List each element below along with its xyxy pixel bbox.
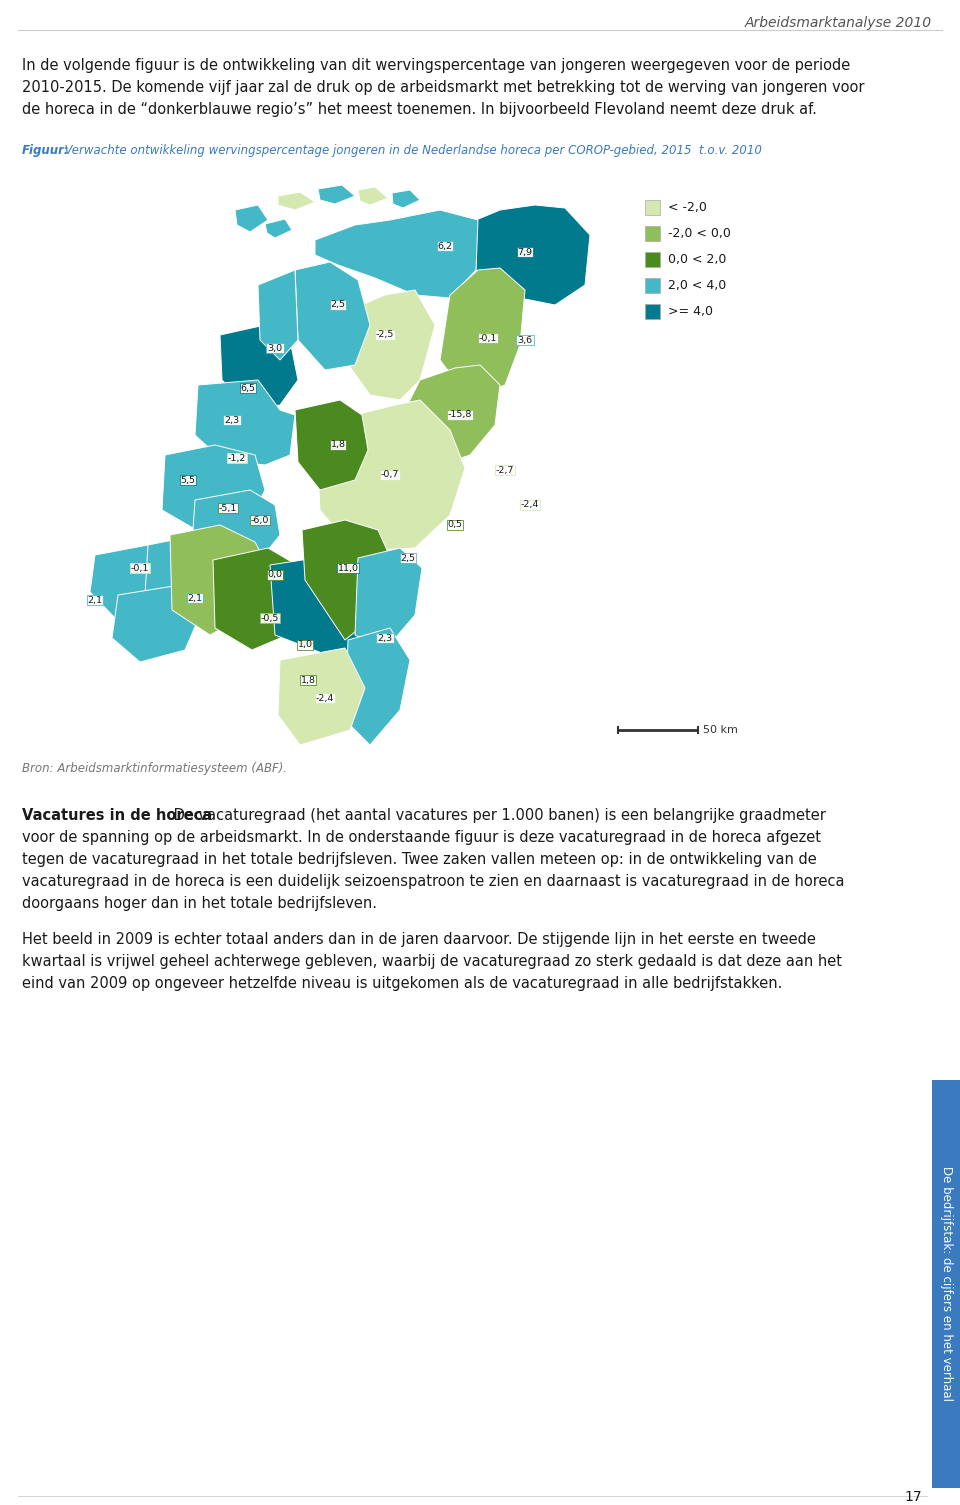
Polygon shape <box>170 525 270 635</box>
Text: Het beeld in 2009 is echter totaal anders dan in de jaren daarvoor. De stijgende: Het beeld in 2009 is echter totaal ander… <box>22 932 816 947</box>
Bar <box>645 200 660 215</box>
Text: 0,0 < 2,0: 0,0 < 2,0 <box>668 253 727 266</box>
Polygon shape <box>476 205 590 306</box>
Text: 2,0 < 4,0: 2,0 < 4,0 <box>668 278 727 292</box>
Polygon shape <box>295 400 368 491</box>
Text: 2,1: 2,1 <box>87 596 103 605</box>
Text: De bedrijfstak: de cijfers en het verhaal: De bedrijfstak: de cijfers en het verhaa… <box>940 1166 952 1401</box>
Text: 3,6: 3,6 <box>517 336 533 345</box>
Polygon shape <box>90 545 170 619</box>
Polygon shape <box>145 534 218 616</box>
Polygon shape <box>302 521 395 640</box>
Polygon shape <box>112 585 200 662</box>
Text: 6,2: 6,2 <box>438 241 452 250</box>
Text: 50 km: 50 km <box>703 725 738 734</box>
Text: voor de spanning op de arbeidsmarkt. In de onderstaande figuur is deze vacatureg: voor de spanning op de arbeidsmarkt. In … <box>22 829 821 844</box>
Polygon shape <box>265 220 292 238</box>
Text: 6,5: 6,5 <box>241 384 255 393</box>
Text: kwartaal is vrijwel geheel achterwege gebleven, waarbij de vacaturegraad zo ster: kwartaal is vrijwel geheel achterwege ge… <box>22 954 842 969</box>
Text: 11,0: 11,0 <box>338 563 358 572</box>
Polygon shape <box>318 185 355 205</box>
Polygon shape <box>220 325 298 409</box>
Text: -0,5: -0,5 <box>261 614 279 623</box>
Bar <box>645 304 660 319</box>
Polygon shape <box>295 262 370 370</box>
Text: -6,0: -6,0 <box>251 516 269 525</box>
Text: >= 4,0: >= 4,0 <box>668 306 713 318</box>
Text: -2,7: -2,7 <box>495 465 515 474</box>
Text: 3,0: 3,0 <box>268 343 282 352</box>
Text: 2,1: 2,1 <box>187 593 203 602</box>
Text: Arbeidsmarktanalyse 2010: Arbeidsmarktanalyse 2010 <box>745 17 932 30</box>
Text: -2,0 < 0,0: -2,0 < 0,0 <box>668 227 731 239</box>
Polygon shape <box>192 491 280 570</box>
Bar <box>932 1081 960 1488</box>
Polygon shape <box>278 193 315 211</box>
Polygon shape <box>162 445 265 534</box>
Polygon shape <box>270 555 398 661</box>
Polygon shape <box>318 400 465 549</box>
Polygon shape <box>195 379 295 465</box>
Text: 2,5: 2,5 <box>400 554 416 563</box>
Text: Verwachte ontwikkeling wervingspercentage jongeren in de Nederlandse horeca per : Verwachte ontwikkeling wervingspercentag… <box>57 144 762 157</box>
Text: -0,1: -0,1 <box>479 334 497 343</box>
Text: In de volgende figuur is de ontwikkeling van dit wervingspercentage van jongeren: In de volgende figuur is de ontwikkeling… <box>22 59 851 74</box>
Bar <box>645 278 660 293</box>
Text: -0,7: -0,7 <box>381 471 399 480</box>
Text: 5,5: 5,5 <box>180 476 196 485</box>
Bar <box>645 251 660 266</box>
Text: 1,8: 1,8 <box>330 441 346 450</box>
Text: De vacaturegraad (het aantal vacatures per 1.000 banen) is een belangrijke graad: De vacaturegraad (het aantal vacatures p… <box>169 808 826 823</box>
Text: 2,5: 2,5 <box>330 301 346 310</box>
Text: 2,3: 2,3 <box>377 634 393 643</box>
Polygon shape <box>392 190 420 208</box>
Text: de horeca in de “donkerblauwe regio’s” het meest toenemen. In bijvoorbeeld Flevo: de horeca in de “donkerblauwe regio’s” h… <box>22 102 817 117</box>
Text: -15,8: -15,8 <box>447 411 472 420</box>
Polygon shape <box>213 548 302 650</box>
Text: 0,0: 0,0 <box>268 570 282 579</box>
Text: 2010-2015. De komende vijf jaar zal de druk op de arbeidsmarkt met betrekking to: 2010-2015. De komende vijf jaar zal de d… <box>22 80 865 95</box>
Text: 1,8: 1,8 <box>300 676 316 685</box>
Text: 0,5: 0,5 <box>447 521 463 530</box>
Bar <box>645 226 660 241</box>
Polygon shape <box>315 211 478 298</box>
Text: Vacatures in de horeca: Vacatures in de horeca <box>22 808 212 823</box>
Text: -2,4: -2,4 <box>316 694 334 703</box>
Text: vacaturegraad in de horeca is een duidelijk seizoenspatroon te zien en daarnaast: vacaturegraad in de horeca is een duidel… <box>22 874 845 889</box>
Polygon shape <box>345 628 410 745</box>
Text: -5,1: -5,1 <box>219 504 237 513</box>
Text: 17: 17 <box>904 1490 922 1503</box>
Text: eind van 2009 op ongeveer hetzelfde niveau is uitgekomen als de vacaturegraad in: eind van 2009 op ongeveer hetzelfde nive… <box>22 977 782 990</box>
Polygon shape <box>235 205 268 232</box>
Text: Figuur:: Figuur: <box>22 144 70 157</box>
Text: 1,0: 1,0 <box>298 641 313 650</box>
Text: -1,2: -1,2 <box>228 453 246 462</box>
Polygon shape <box>345 290 435 400</box>
Text: doorgaans hoger dan in het totale bedrijfsleven.: doorgaans hoger dan in het totale bedrij… <box>22 895 377 911</box>
Text: tegen de vacaturegraad in het totale bedrijfsleven. Twee zaken vallen meteen op:: tegen de vacaturegraad in het totale bed… <box>22 852 817 867</box>
Text: < -2,0: < -2,0 <box>668 202 707 214</box>
Text: Bron: Arbeidsmarktinformatiesysteem (ABF).: Bron: Arbeidsmarktinformatiesysteem (ABF… <box>22 762 287 775</box>
Polygon shape <box>258 269 298 360</box>
Text: -0,1: -0,1 <box>131 563 149 572</box>
Polygon shape <box>278 649 365 745</box>
Text: 2,3: 2,3 <box>225 415 240 424</box>
Polygon shape <box>440 268 525 394</box>
Text: -2,5: -2,5 <box>375 331 395 340</box>
Polygon shape <box>355 548 422 650</box>
Text: -2,4: -2,4 <box>521 501 540 510</box>
Polygon shape <box>358 187 388 205</box>
Text: 7,9: 7,9 <box>517 247 533 256</box>
Polygon shape <box>400 366 500 465</box>
